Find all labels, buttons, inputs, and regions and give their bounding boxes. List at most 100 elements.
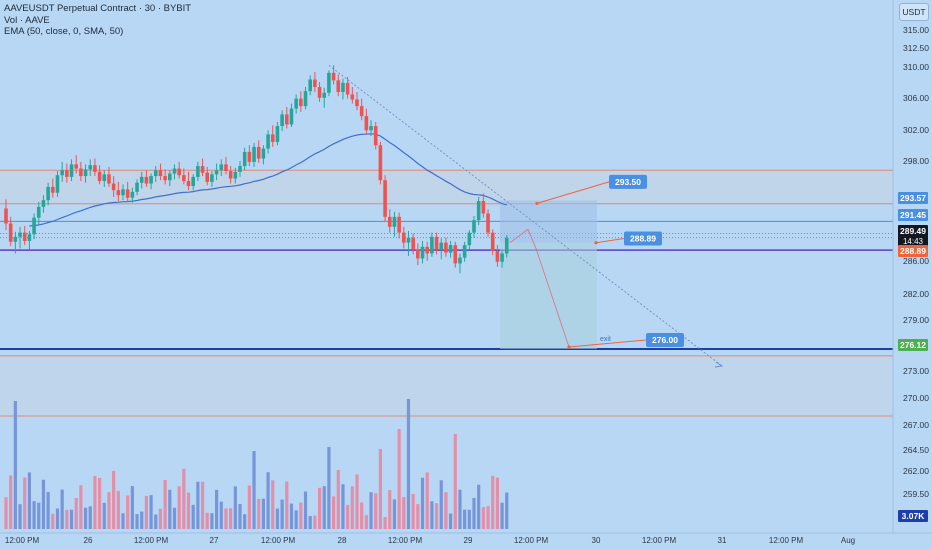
trend-line[interactable] [328,64,723,367]
candle-body[interactable] [130,191,135,198]
candle-body[interactable] [158,170,163,177]
candle-body[interactable] [153,170,158,177]
candle-body[interactable] [219,164,224,171]
candle-body[interactable] [317,86,322,98]
entry-badge[interactable] [624,231,662,246]
price-marker[interactable] [898,192,928,204]
candle-body[interactable] [196,166,200,177]
candle-body[interactable] [4,208,8,224]
candle-body[interactable] [186,181,191,187]
candle-body[interactable] [285,114,289,125]
candle-body[interactable] [345,82,350,95]
candle-body[interactable] [65,170,69,177]
candle-body[interactable] [416,249,420,259]
candle-body[interactable] [308,79,312,92]
candle-body[interactable] [256,146,261,159]
candle-body[interactable] [205,172,210,182]
candle-body[interactable] [88,165,93,170]
candle-body[interactable] [406,237,411,243]
candle-body[interactable] [355,99,359,107]
candle-body[interactable] [238,166,242,172]
candle-body[interactable] [350,94,355,100]
candle-body[interactable] [476,201,481,221]
candle-body[interactable] [504,237,509,254]
candle-body[interactable] [93,165,97,172]
candle-body[interactable] [420,246,425,259]
candle-body[interactable] [102,174,107,182]
candle-body[interactable] [327,72,331,93]
candle-body[interactable] [462,245,467,258]
candle-body[interactable] [210,174,214,182]
candle-body[interactable] [486,213,490,233]
candle-body[interactable] [46,186,50,201]
candle-body[interactable] [224,164,228,172]
candle-body[interactable] [177,168,181,176]
symbol-title[interactable]: AAVEUSDT Perpetual Contract · 30 · BYBIT [4,3,192,14]
candle-body[interactable] [13,236,18,242]
candle-body[interactable] [125,189,130,198]
candle-body[interactable] [402,232,406,243]
candle-body[interactable] [341,82,345,92]
candle-body[interactable] [247,151,252,162]
candle-body[interactable] [266,134,270,149]
candle-body[interactable] [182,175,186,182]
candle-body[interactable] [481,201,486,214]
candle-body[interactable] [36,206,41,218]
ema-line[interactable] [29,133,507,227]
candle-body[interactable] [322,92,327,98]
price-marker[interactable] [898,339,928,351]
candle-body[interactable] [378,145,383,181]
candle-body[interactable] [331,72,336,81]
candle-body[interactable] [397,216,401,233]
candle-body[interactable] [270,134,275,142]
candle-body[interactable] [144,176,149,184]
candle-body[interactable] [411,237,415,250]
candle-body[interactable] [32,217,36,235]
candle-body[interactable] [139,176,144,183]
candle-body[interactable] [490,232,495,251]
candle-body[interactable] [111,183,116,191]
candle-body[interactable] [168,173,172,181]
candle-body[interactable] [79,168,83,177]
candle-body[interactable] [313,79,317,87]
candle-body[interactable] [387,216,392,227]
ema-legend[interactable]: EMA (50, close, 0, SMA, 50) [4,26,124,37]
volume-legend[interactable]: Vol · AAVE [4,14,50,26]
time-scale-panel[interactable] [0,533,932,550]
candle-body[interactable] [383,180,387,217]
candle-body[interactable] [233,171,238,179]
candle-body[interactable] [163,176,167,181]
candle-body[interactable] [467,232,472,246]
candle-body[interactable] [69,164,74,177]
candle-body[interactable] [472,220,476,233]
candle-body[interactable] [27,234,32,241]
position-risk-zone[interactable] [500,200,597,243]
candle-body[interactable] [364,116,369,131]
candle-body[interactable] [242,151,247,167]
candle-body[interactable] [336,80,341,92]
candle-body[interactable] [359,106,364,117]
position-profit-zone[interactable] [500,242,597,349]
candle-body[interactable] [55,175,60,193]
candle-body[interactable] [392,216,397,227]
target-top-badge[interactable] [609,174,647,189]
price-marker[interactable] [898,245,928,257]
candle-body[interactable] [200,166,205,173]
candle-body[interactable] [121,189,125,196]
candle-body[interactable] [500,253,504,262]
candle-body[interactable] [60,170,64,176]
candle-body[interactable] [74,164,78,169]
candle-body[interactable] [458,257,462,264]
candle-body[interactable] [425,246,429,254]
candle-body[interactable] [280,114,284,127]
candle-body[interactable] [439,242,444,250]
candle-body[interactable] [8,223,13,242]
candle-body[interactable] [228,171,233,179]
candle-body[interactable] [434,236,439,250]
target-exit-badge[interactable] [646,333,684,348]
candle-body[interactable] [191,176,195,187]
candle-body[interactable] [495,250,500,262]
candle-body[interactable] [149,176,153,184]
candle-body[interactable] [430,236,434,254]
